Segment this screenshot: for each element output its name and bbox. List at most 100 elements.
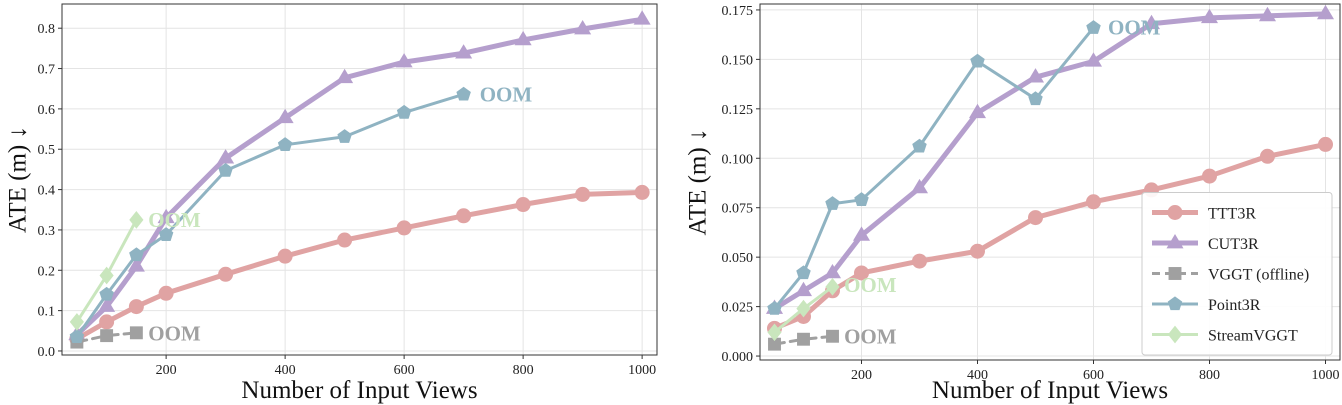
y-tick-label: 0.1 [38, 305, 56, 320]
data-point-streamvggt [99, 266, 114, 285]
data-point-ttt3r [634, 184, 650, 200]
data-point-vggt-offline [797, 332, 810, 346]
legend-box [1141, 192, 1333, 356]
data-point-cut3r [455, 44, 473, 59]
legend-marker-ttt3r [1167, 205, 1183, 220]
y-tick-label: 0.075 [722, 202, 754, 217]
x-tick-label: 400 [967, 368, 988, 383]
x-tick-label: 600 [1083, 368, 1104, 383]
data-point-cut3r [276, 108, 294, 124]
data-point-point3r [99, 286, 114, 301]
x-axis-label: Number of Input Views [241, 377, 477, 404]
y-tick-label: 0.050 [722, 251, 754, 266]
data-point-streamvggt [796, 299, 811, 318]
y-tick-label: 0.000 [722, 350, 754, 365]
data-point-cut3r [395, 53, 413, 68]
data-point-ttt3r [396, 220, 412, 236]
x-tick-label: 400 [275, 363, 296, 378]
series-line-cut3r [74, 16, 645, 338]
data-point-cut3r [574, 19, 592, 35]
data-point-cut3r [1258, 6, 1277, 22]
legend-label-point3r: Point3R [1208, 297, 1261, 314]
data-point-point3r [825, 196, 840, 210]
data-point-ttt3r [912, 253, 927, 269]
data-point-ttt3r [337, 232, 353, 248]
data-point-ttt3r [970, 243, 985, 259]
data-point-cut3r [514, 30, 532, 46]
data-point-point3r [456, 86, 471, 101]
data-point-cut3r [217, 149, 235, 164]
data-point-ttt3r [218, 266, 234, 282]
series-vggt-offline [768, 329, 839, 351]
legend-marker-cut3r [1166, 233, 1184, 249]
data-point-point3r [854, 192, 869, 206]
x-tick-label: 600 [394, 363, 415, 378]
data-point-ttt3r [854, 265, 869, 281]
legend: TTT3R CUT3R VGGT (offline) Point3R StreamVGG… [1141, 192, 1333, 356]
data-point-ttt3r [99, 314, 115, 330]
x-axis-label: Number of Input Views [932, 377, 1168, 404]
data-point-ttt3r [1202, 168, 1217, 184]
oom-annotation: OOM [1108, 16, 1161, 40]
legend-marker-vggt-offline [1168, 267, 1182, 280]
oom-annotation: OOM [844, 273, 897, 297]
data-point-ttt3r [456, 208, 472, 224]
y-axis-label: ATE (m) ↓ [5, 126, 32, 233]
data-point-vggt-offline [129, 326, 143, 340]
plot-area [68, 10, 651, 349]
oom-annotation: OOM [148, 208, 201, 232]
data-point-vggt-offline [100, 329, 114, 343]
x-tick-label: 200 [851, 368, 872, 383]
data-point-cut3r [98, 297, 116, 312]
plot-area [765, 4, 1335, 351]
x-tick-label: 1000 [628, 363, 656, 378]
y-axis-label: ATE (m) ↓ [685, 129, 712, 236]
y-tick-label: 0.5 [38, 143, 56, 158]
data-point-point3r [396, 104, 412, 119]
series-point3r [767, 20, 1101, 315]
data-point-ttt3r [575, 186, 591, 202]
data-point-point3r [337, 129, 352, 143]
data-point-streamvggt [767, 323, 782, 342]
data-point-cut3r [1200, 8, 1219, 24]
data-point-point3r [277, 137, 293, 151]
oom-annotation: OOM [844, 324, 897, 348]
x-tick-label: 1000 [1312, 368, 1340, 383]
data-point-point3r [129, 247, 144, 262]
data-point-cut3r [633, 10, 651, 25]
legend-label-cut3r: CUT3R [1208, 236, 1259, 253]
data-point-ttt3r [158, 285, 174, 301]
data-point-cut3r [127, 257, 145, 272]
x-tick-label: 800 [1199, 368, 1220, 383]
data-point-cut3r [1026, 68, 1045, 83]
series-line-vggt-offline [773, 334, 834, 346]
grid [62, 4, 657, 355]
data-point-cut3r [157, 208, 175, 224]
legend-marker-streamvggt [1167, 325, 1183, 344]
data-point-ttt3r [277, 248, 293, 264]
y-tick-label: 0.150 [722, 53, 754, 68]
y-tick-label: 0.3 [38, 224, 56, 239]
data-point-point3r [767, 300, 782, 315]
series-point3r [69, 86, 471, 344]
data-point-cut3r [1142, 14, 1161, 30]
data-point-ttt3r [128, 299, 144, 315]
y-tick-label: 0.025 [722, 301, 754, 316]
series-streamvggt [69, 210, 144, 331]
data-point-ttt3r [1086, 194, 1101, 210]
x-tick-label: 800 [513, 363, 534, 378]
y-tick-label: 0.125 [722, 103, 754, 118]
legend-label-ttt3r: TTT3R [1208, 206, 1256, 223]
y-tick-label: 0.100 [722, 152, 754, 167]
data-point-cut3r [794, 281, 813, 297]
y-tick-label: 0.8 [38, 22, 56, 37]
y-tick-label: 0.175 [722, 4, 754, 19]
legend-label-vggt-offline: VGGT (offline) [1208, 267, 1309, 284]
data-point-point3r [158, 227, 174, 241]
data-point-cut3r [1316, 4, 1335, 20]
data-point-point3r [970, 53, 985, 68]
data-point-cut3r [910, 178, 929, 194]
x-tick-label: 200 [156, 363, 177, 378]
chart-left: 200 400 600 800 1000 0.0 0.1 0.2 0.3 0.4 0.5 0.6 0.7… [5, 3, 658, 404]
data-point-point3r [1086, 20, 1101, 34]
